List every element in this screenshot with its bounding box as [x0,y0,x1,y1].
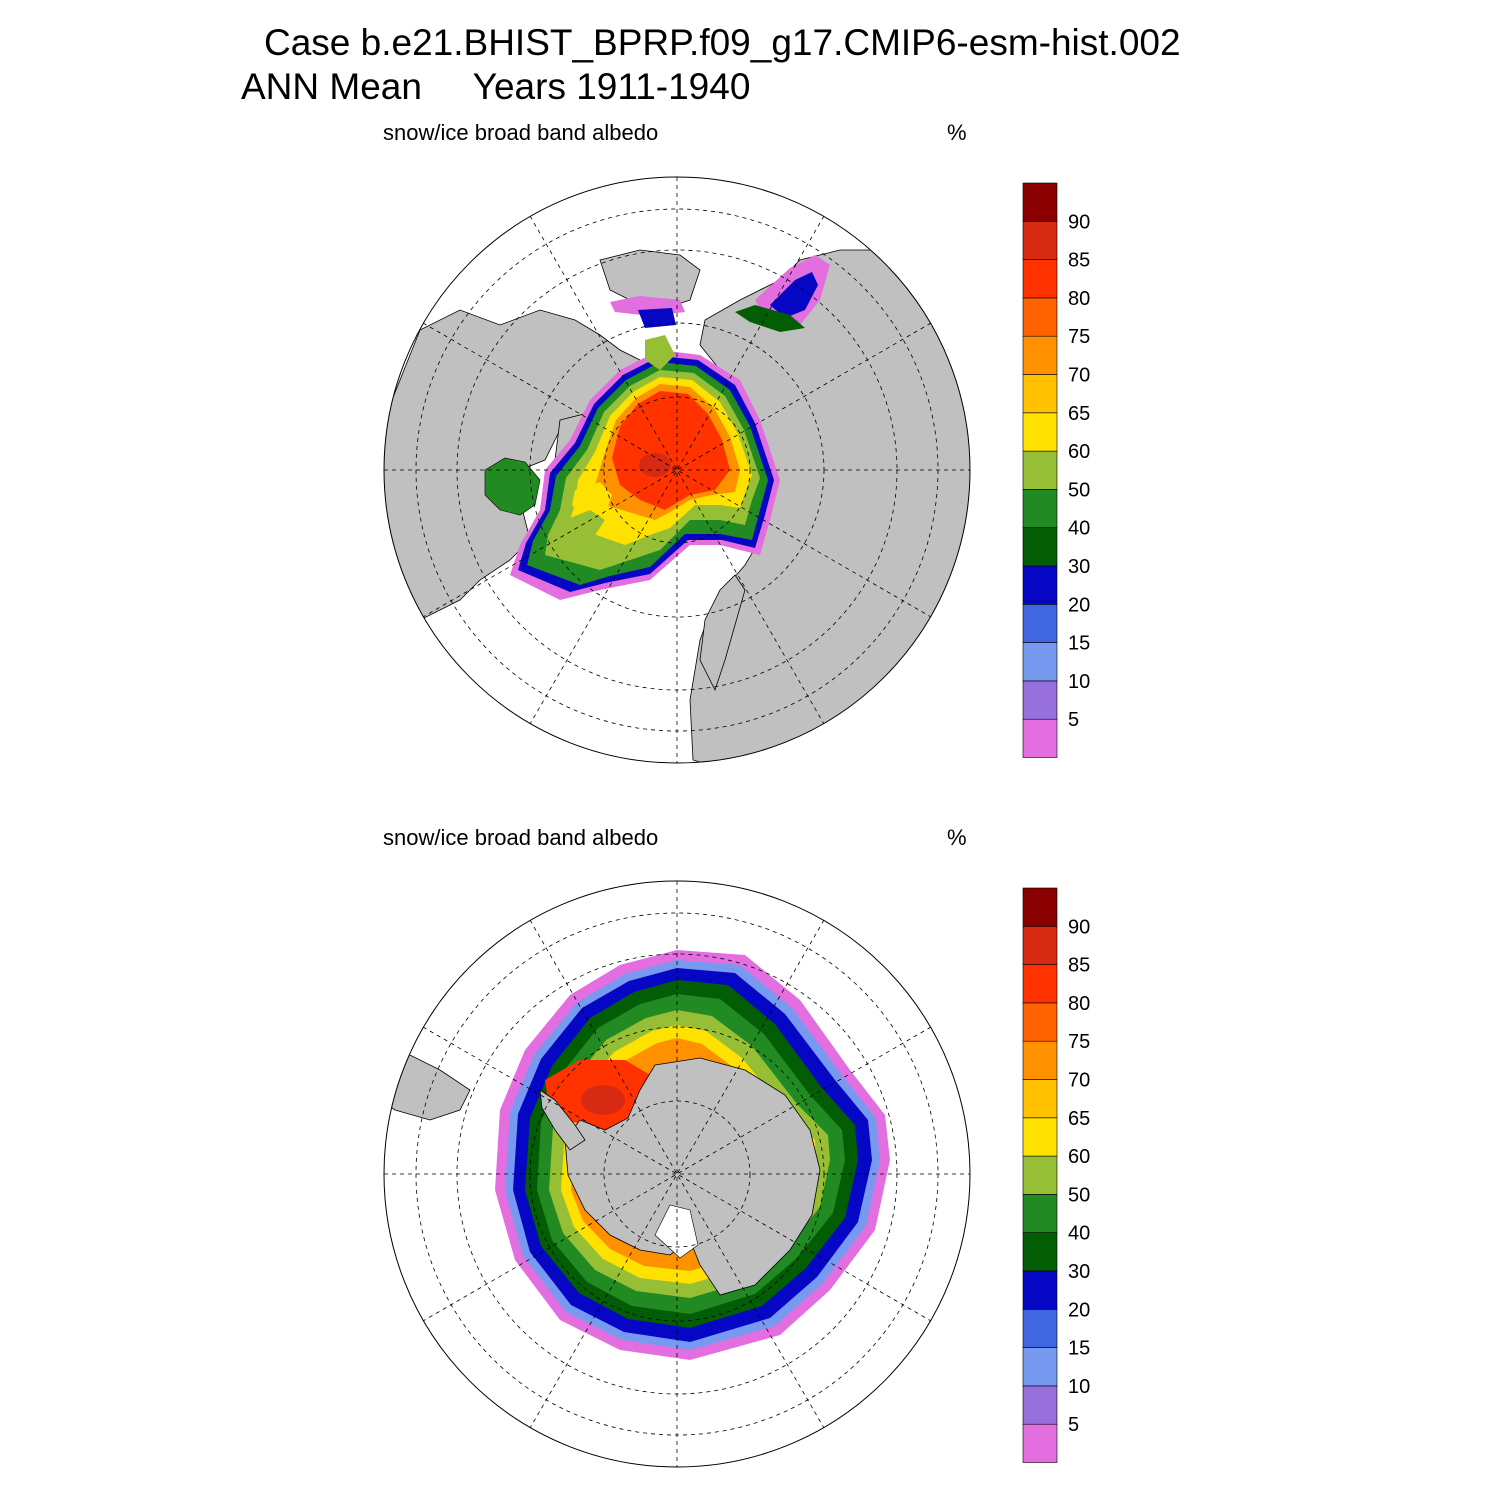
north-colorbar-swatch-4 [1022,565,1058,605]
south-ross-shelf [654,1204,699,1259]
north-colorbar-swatch-11 [1022,297,1058,337]
south-colorbar-label-6: 50 [1068,1184,1090,1206]
south-colorbar-label-1: 10 [1068,1376,1090,1398]
north-colorbar-swatch-5 [1022,527,1058,567]
north-colorbar-label-0: 5 [1068,709,1079,731]
north-colorbar-label-1: 10 [1068,671,1090,693]
case-title: Case b.e21.BHIST_BPRP.f09_g17.CMIP6-esm-… [264,22,1181,63]
north-colorbar-swatch-8 [1022,412,1058,452]
south-colorbar-swatch-12 [1022,964,1058,1004]
south-colorbar-label-2: 15 [1068,1338,1090,1360]
north-colorbar-swatch-7 [1022,450,1058,490]
north-colorbar-label-9: 70 [1068,365,1090,387]
north-colorbar-swatch-10 [1022,335,1058,375]
south-colorbar-label-12: 85 [1068,955,1090,977]
north-panel-units-label: % [947,120,967,145]
north-okhotsk-ice-inner [770,272,818,318]
south-colorbar-swatch-14 [1022,887,1058,927]
south-graticule [384,881,970,1467]
north-hudson-bay-ice [484,457,541,516]
north-colorbar-swatch-12 [1022,259,1058,299]
south-panel-units-label: % [947,825,967,850]
south-colorbar: 5 10 15 20 30 40 50 60 65 70 75 80 85 90 [1022,887,1090,1463]
south-polar-map [383,880,971,1468]
north-okhotsk-ice-green [735,305,805,332]
north-colorbar-swatch-1 [1022,680,1058,720]
south-colorbar-label-13: 90 [1068,916,1090,938]
south-colorbar-swatch-1 [1022,1385,1058,1425]
north-bering-strait-ice [645,335,675,370]
south-panel-variable-label: snow/ice broad band albedo [383,825,659,850]
south-colorbar-label-0: 5 [1068,1414,1079,1436]
south-colorbar-swatch-11 [1022,1002,1058,1042]
south-colorbar-swatch-8 [1022,1117,1058,1157]
north-colorbar-swatch-3 [1022,603,1058,643]
north-colorbar-label-12: 85 [1068,250,1090,272]
north-colorbar-label-11: 80 [1068,288,1090,310]
north-scandinavia-land [699,574,746,692]
south-colorbar-swatch-6 [1022,1194,1058,1234]
north-ice-core-85 [639,453,671,477]
south-colorbar-swatch-2 [1022,1347,1058,1387]
south-colorbar-swatch-3 [1022,1309,1058,1348]
south-colorbar-label-4: 30 [1068,1261,1090,1283]
north-graticule [384,177,970,763]
north-colorbar-swatch-9 [1022,374,1058,414]
north-colorbar-label-5: 40 [1068,518,1090,540]
south-weddell-ice-85 [581,1085,625,1115]
north-colorbar: 5 10 15 20 30 40 50 60 65 70 75 80 85 90 [1022,182,1090,758]
north-colorbar-label-8: 65 [1068,403,1090,425]
south-colorbar-swatch-5 [1022,1232,1058,1272]
north-baffin-ice [572,482,612,520]
north-colorbar-swatch-0 [1022,718,1058,758]
north-colorbar-label-7: 60 [1068,441,1090,463]
south-colorbar-label-3: 20 [1068,1299,1090,1321]
north-alaska-land [599,249,701,311]
north-polar-map [383,176,971,764]
south-colorbar-label-8: 65 [1068,1108,1090,1130]
period-title: ANN Mean Years 1911-1940 [241,66,751,107]
south-colorbar-swatch-0 [1022,1423,1058,1463]
south-colorbar-swatch-10 [1022,1040,1058,1080]
south-colorbar-label-5: 40 [1068,1223,1090,1245]
north-ice-band-80 [612,391,730,510]
north-colorbar-label-4: 30 [1068,556,1090,578]
north-map-border [383,176,971,764]
south-colorbar-label-9: 70 [1068,1070,1090,1092]
south-colorbar-label-11: 80 [1068,993,1090,1015]
south-colorbar-swatch-4 [1022,1270,1058,1310]
north-colorbar-swatch-6 [1022,489,1058,528]
south-colorbar-swatch-7 [1022,1155,1058,1195]
north-colorbar-label-2: 15 [1068,633,1090,655]
north-colorbar-label-10: 75 [1068,326,1090,348]
south-colorbar-label-7: 60 [1068,1146,1090,1168]
south-colorbar-label-10: 75 [1068,1031,1090,1053]
north-panel-variable-label: snow/ice broad band albedo [383,120,659,145]
south-colorbar-swatch-13 [1022,925,1058,965]
south-colorbar-swatch-9 [1022,1079,1058,1119]
north-colorbar-swatch-13 [1022,221,1058,260]
north-colorbar-swatch-14 [1022,182,1058,222]
north-colorbar-swatch-2 [1022,642,1058,682]
south-antarctic-peninsula [539,1089,586,1151]
south-map-border [383,880,971,1468]
north-labrador-ice [565,510,605,540]
north-colorbar-label-13: 90 [1068,211,1090,233]
north-colorbar-label-3: 20 [1068,594,1090,616]
north-colorbar-label-6: 50 [1068,479,1090,501]
